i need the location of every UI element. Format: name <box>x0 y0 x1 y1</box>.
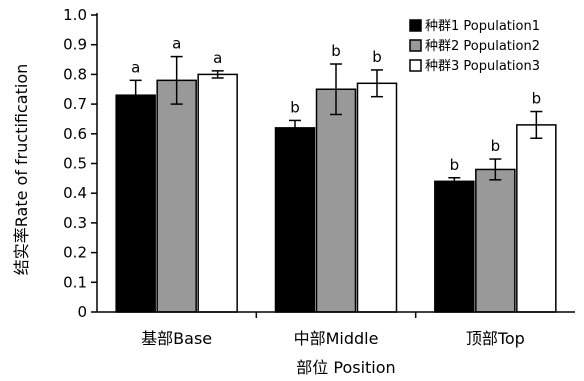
y-tick-label: 0.3 <box>63 214 87 232</box>
bar <box>516 124 557 313</box>
y-tick-label: 0.2 <box>63 244 87 262</box>
significance-letter: a <box>213 49 222 67</box>
significance-letter: b <box>491 137 501 155</box>
y-tick-label: 0.9 <box>63 36 87 54</box>
bar <box>356 82 398 313</box>
bar <box>315 88 357 313</box>
bar <box>475 168 516 313</box>
legend-swatch <box>409 39 422 52</box>
x-axis-title: 部位 Position <box>296 358 395 377</box>
legend: 种群1 Population1 种群2 Population2 种群3 Popula… <box>409 19 540 74</box>
legend-label: 种群3 Population3 <box>425 59 540 74</box>
y-tick-label: 0.6 <box>63 125 87 143</box>
bars: a a a b b b b b b <box>115 35 557 313</box>
bar <box>274 127 316 313</box>
axes: 基部Base 中部Middle 顶部Top <box>96 13 575 348</box>
significance-letter: b <box>290 98 300 116</box>
significance-letter: b <box>331 42 341 60</box>
x-tick-label: 顶部Top <box>466 329 525 348</box>
bar <box>115 94 156 313</box>
legend-swatch <box>409 59 422 72</box>
y-tick-label: 0.1 <box>63 273 87 291</box>
y-axis-title: 结实率Rate of fructification <box>12 64 31 275</box>
x-tick-label: 基部Base <box>141 329 212 348</box>
significance-letter: b <box>450 156 460 174</box>
y-axis-ticks: 0 0.1 0.2 0.3 0.4 0.5 0.6 0.7 0.8 0.9 1.0 <box>63 6 97 321</box>
y-tick-label: 1.0 <box>63 6 87 24</box>
significance-letter: a <box>131 58 140 76</box>
legend-label: 种群2 Population2 <box>425 39 540 54</box>
legend-label: 种群1 Population1 <box>425 19 540 34</box>
y-tick-label: 0.7 <box>63 95 87 113</box>
bar <box>156 79 197 313</box>
y-tick-label: 0.5 <box>63 155 87 173</box>
significance-letter: a <box>172 35 181 53</box>
y-tick-label: 0.4 <box>63 184 87 202</box>
y-tick-label: 0.8 <box>63 65 87 83</box>
x-tick-label: 中部Middle <box>294 329 379 348</box>
bar <box>197 73 238 313</box>
bar <box>434 180 475 313</box>
significance-letter: b <box>532 90 542 108</box>
legend-swatch <box>409 19 422 32</box>
significance-letter: b <box>372 48 382 66</box>
y-tick-label: 0 <box>77 303 87 321</box>
